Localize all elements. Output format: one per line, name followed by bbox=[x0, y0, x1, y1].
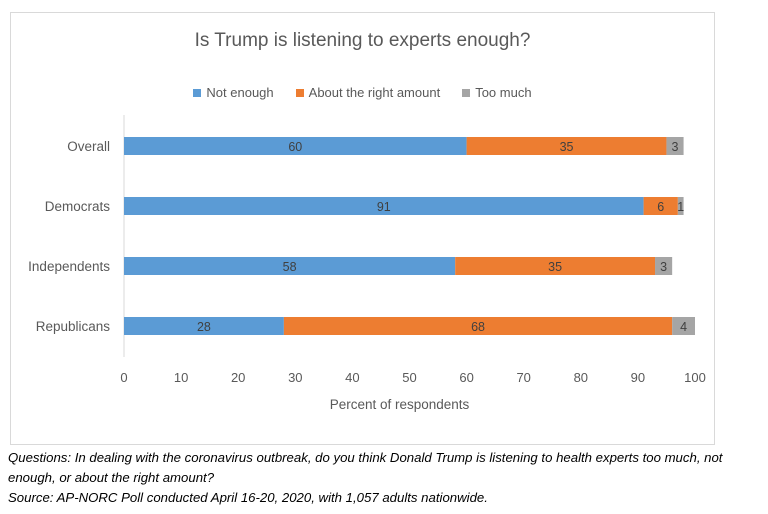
bar-segment bbox=[124, 257, 456, 275]
bar-segment bbox=[283, 317, 673, 335]
legend-item-about-right: About the right amount bbox=[295, 85, 441, 100]
bar-segment bbox=[124, 317, 284, 335]
x-tick-label: 90 bbox=[631, 370, 645, 385]
x-tick-label: 80 bbox=[574, 370, 588, 385]
data-label: 6 bbox=[657, 200, 664, 214]
data-label: 28 bbox=[197, 320, 211, 334]
data-label: 35 bbox=[548, 260, 562, 274]
data-label: 3 bbox=[660, 260, 667, 274]
legend-swatch-too-much bbox=[462, 88, 471, 97]
x-tick-label: 70 bbox=[516, 370, 530, 385]
x-tick-label: 0 bbox=[120, 370, 127, 385]
chart-title: Is Trump is listening to experts enough? bbox=[194, 30, 531, 51]
data-label: 60 bbox=[288, 140, 302, 154]
legend-swatch-about-right bbox=[295, 88, 304, 97]
caption-question: Questions: In dealing with the coronavir… bbox=[8, 450, 723, 485]
bar-segment bbox=[124, 137, 467, 155]
x-tick-label: 10 bbox=[174, 370, 188, 385]
caption-source: Source: AP-NORC Poll conducted April 16-… bbox=[8, 490, 488, 505]
data-label: 1 bbox=[677, 200, 684, 214]
x-tick-label: 20 bbox=[231, 370, 245, 385]
data-label: 58 bbox=[283, 260, 297, 274]
bar-segment bbox=[672, 317, 695, 335]
data-label: 35 bbox=[560, 140, 574, 154]
legend-label-about-right: About the right amount bbox=[308, 85, 441, 100]
bar-segment bbox=[455, 257, 656, 275]
caption: Questions: In dealing with the coronavir… bbox=[8, 448, 763, 508]
x-tick-label: 50 bbox=[402, 370, 416, 385]
data-label: 4 bbox=[680, 320, 687, 334]
data-label: 68 bbox=[471, 320, 485, 334]
legend-item-not-enough: Not enough bbox=[193, 85, 274, 100]
legend-swatch-not-enough bbox=[193, 88, 202, 97]
bar-segment bbox=[655, 257, 673, 275]
legend-label-not-enough: Not enough bbox=[206, 85, 274, 100]
chart-frame bbox=[10, 12, 715, 445]
x-tick-label: 100 bbox=[684, 370, 706, 385]
category-label: Overall bbox=[67, 139, 110, 154]
legend: Not enough About the right amount Too mu… bbox=[10, 85, 715, 100]
x-tick-label: 30 bbox=[288, 370, 302, 385]
category-label: Republicans bbox=[36, 319, 111, 334]
x-tick-label: 40 bbox=[345, 370, 359, 385]
bar-segment bbox=[643, 197, 678, 215]
data-label: 3 bbox=[672, 140, 679, 154]
x-tick-label: 60 bbox=[459, 370, 473, 385]
x-axis-title: Percent of respondents bbox=[330, 397, 470, 412]
data-label: 91 bbox=[377, 200, 391, 214]
bar-segment bbox=[124, 197, 644, 215]
category-label: Democrats bbox=[45, 199, 111, 214]
bar-segment bbox=[666, 137, 684, 155]
legend-label-too-much: Too much bbox=[475, 85, 532, 100]
legend-item-too-much: Too much bbox=[462, 85, 532, 100]
bar-segment bbox=[466, 137, 667, 155]
bar-segment bbox=[677, 197, 684, 215]
category-label: Independents bbox=[28, 259, 110, 274]
